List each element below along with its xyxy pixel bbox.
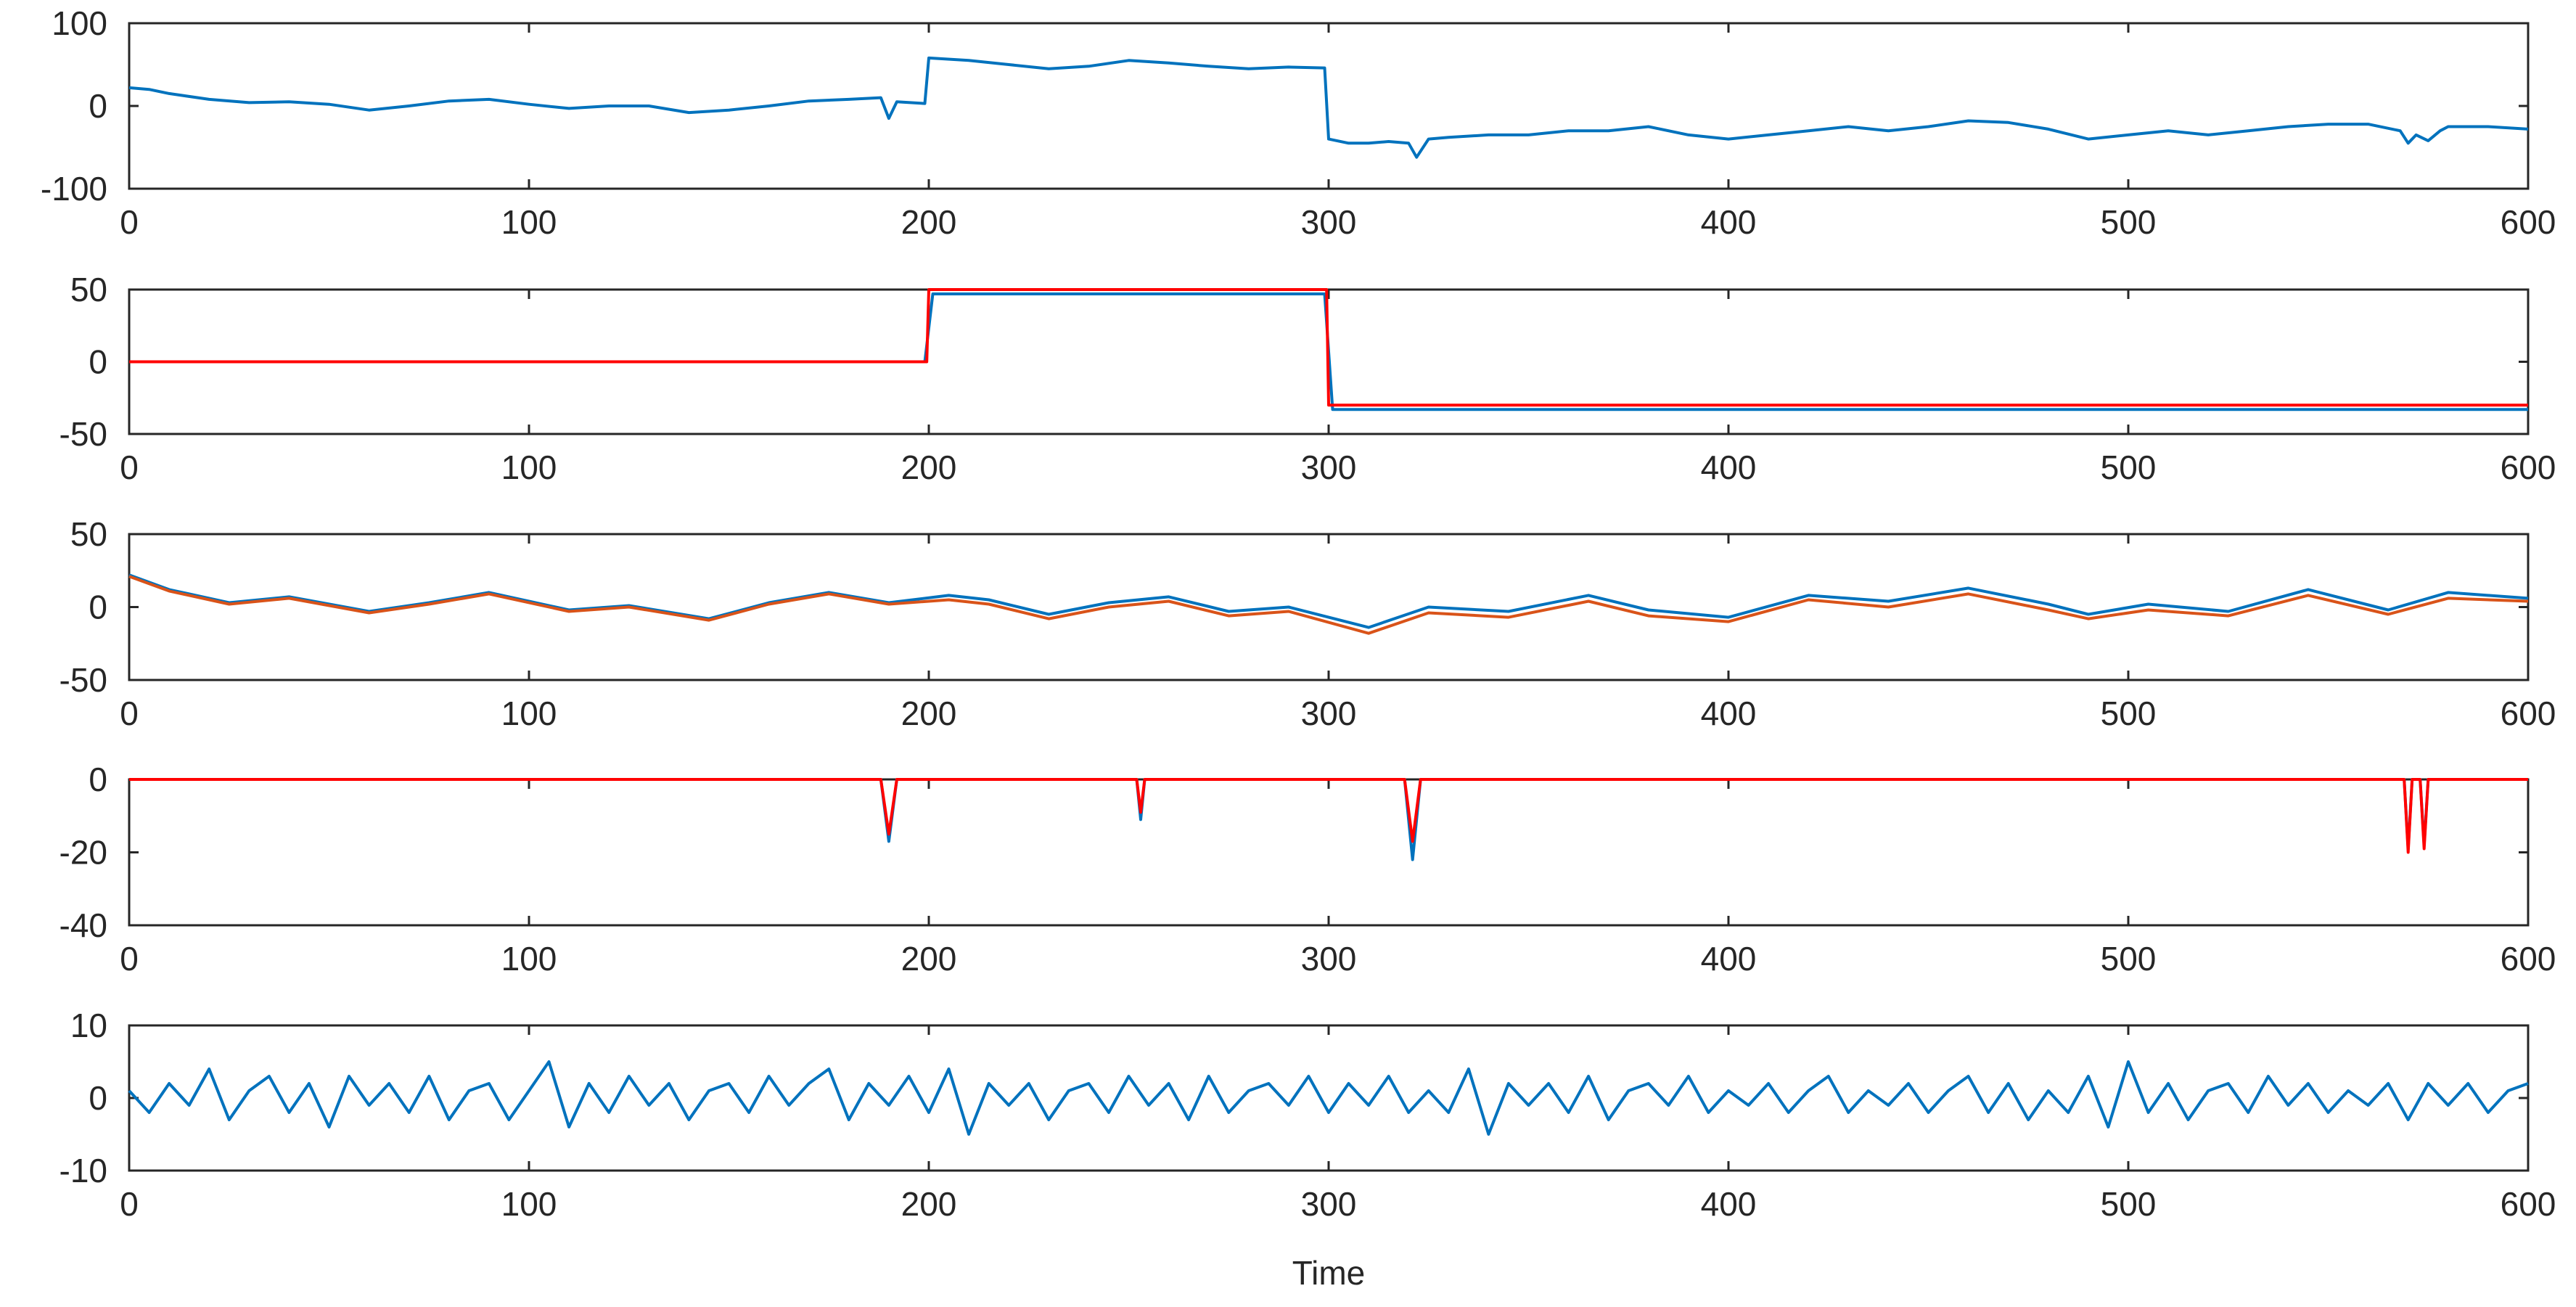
x-tick-label: 300 — [1301, 448, 1357, 486]
x-tick-label: 300 — [1301, 1185, 1357, 1223]
axes-panel-4: 0 100 200 300 400 500 600 0 -20 -40 — [60, 761, 2556, 978]
y-tick-label: 0 — [89, 87, 107, 125]
x-tick-label: 0 — [120, 448, 139, 486]
axes-frame — [128, 1024, 2530, 1172]
x-tick-label: 0 — [120, 940, 139, 978]
x-tick-label: 100 — [501, 695, 557, 732]
y-tick-label: 50 — [70, 271, 107, 308]
axes-frame — [128, 778, 2530, 927]
y-tick-label: -10 — [60, 1152, 107, 1189]
x-tick-label: 500 — [2101, 695, 2157, 732]
x-tick-label: 400 — [1701, 1185, 1757, 1223]
x-tick-label: 400 — [1701, 940, 1757, 978]
x-tick-label: 500 — [2101, 203, 2157, 241]
x-tick-label: 100 — [501, 1185, 557, 1223]
x-tick-label: 300 — [1301, 695, 1357, 732]
series-line-noise — [128, 1060, 2529, 1136]
x-tick-label: 100 — [501, 448, 557, 486]
x-tick-label: 200 — [901, 695, 957, 732]
x-tick-label: 600 — [2501, 203, 2556, 241]
x-tick-label: 100 — [501, 940, 557, 978]
x-tick-label: 600 — [2501, 1185, 2556, 1223]
x-tick-label: 500 — [2101, 1185, 2157, 1223]
x-tick-label: 400 — [1701, 695, 1757, 732]
x-tick-label: 200 — [901, 940, 957, 978]
y-tick-label: 0 — [89, 1079, 107, 1117]
y-tick-label: -100 — [41, 170, 107, 208]
series-line-signal-b — [128, 575, 2529, 635]
y-tick-label: 10 — [70, 1007, 107, 1044]
x-axis-label: Time — [1292, 1254, 1366, 1292]
y-tick-label: -50 — [60, 661, 107, 699]
y-tick-label: 0 — [89, 343, 107, 381]
y-tick-label: 0 — [89, 761, 107, 798]
y-tick-label: -50 — [60, 415, 107, 453]
y-tick-label: 50 — [70, 515, 107, 553]
x-tick-label: 400 — [1701, 448, 1757, 486]
x-tick-label: 300 — [1301, 940, 1357, 978]
x-tick-label: 0 — [120, 1185, 139, 1223]
series-line-signal — [128, 56, 2529, 159]
x-tick-label: 400 — [1701, 203, 1757, 241]
x-tick-label: 500 — [2101, 448, 2157, 486]
x-tick-label: 200 — [901, 203, 957, 241]
series-line-true — [129, 778, 2528, 854]
x-tick-label: 0 — [120, 203, 139, 241]
series-line-signal-a — [128, 573, 2529, 629]
x-tick-label: 600 — [2501, 940, 2556, 978]
x-tick-label: 100 — [501, 203, 557, 241]
x-tick-label: 300 — [1301, 203, 1357, 241]
x-tick-label: 0 — [120, 695, 139, 732]
x-tick-label: 200 — [901, 448, 957, 486]
axes-panel-1: 0 100 200 300 400 500 600 100 0 -100 — [41, 4, 2556, 241]
x-tick-label: 200 — [901, 1185, 957, 1223]
y-tick-label: -40 — [60, 906, 107, 944]
series-line-true — [129, 288, 2528, 407]
axes-frame — [128, 22, 2530, 190]
y-tick-label: 100 — [52, 4, 107, 42]
y-tick-label: -20 — [60, 834, 107, 872]
x-tick-label: 500 — [2101, 940, 2157, 978]
y-tick-label: 0 — [89, 589, 107, 626]
x-tick-label: 600 — [2501, 448, 2556, 486]
x-tick-label: 600 — [2501, 695, 2556, 732]
